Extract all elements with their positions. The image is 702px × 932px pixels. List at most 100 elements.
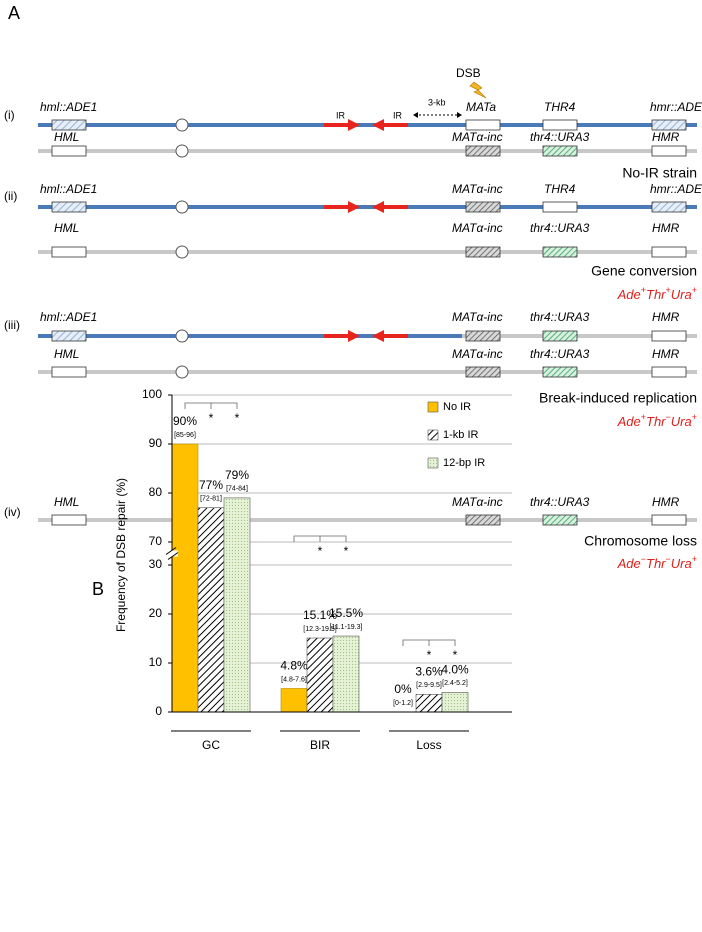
locus — [542, 201, 578, 213]
significance-mark: * — [318, 544, 323, 558]
locus — [651, 366, 687, 378]
y-tick-label: 30 — [149, 557, 163, 571]
locus — [465, 201, 501, 213]
gene-label: thr4::URA3 — [530, 130, 590, 144]
bar — [280, 688, 308, 713]
gene-label: HML — [54, 130, 79, 144]
x-tick-label: BIR — [310, 738, 330, 752]
value-label: 15.1% — [303, 608, 337, 622]
axis-break — [165, 547, 179, 560]
locus — [465, 366, 501, 378]
sign: − — [641, 554, 646, 564]
panel-a — [38, 81, 697, 527]
ir-label: IR — [336, 110, 346, 120]
locus — [651, 145, 687, 157]
locus — [651, 330, 687, 342]
ir-label: IR — [393, 110, 403, 120]
x-tick-label: Loss — [416, 738, 441, 752]
locus — [651, 201, 687, 213]
legend-swatch — [427, 401, 439, 413]
gene-label: HMR — [652, 310, 680, 324]
value-label: 3.6% — [415, 665, 443, 679]
bar — [171, 443, 199, 713]
gene-label: HML — [54, 347, 79, 361]
significance-bracket — [293, 535, 347, 542]
locus — [51, 119, 87, 131]
significance-mark: * — [453, 648, 458, 662]
gene-label: MATα-inc — [452, 310, 503, 324]
interval-label: [72-81] — [200, 496, 222, 503]
gene-label: MATα-inc — [452, 182, 503, 196]
interval-label: [2.9-9.5] — [416, 682, 442, 689]
distance-label: 3-kb — [428, 97, 446, 107]
outcome: Gene conversion — [591, 263, 697, 279]
interval-label: [0-1.2] — [393, 700, 413, 707]
significance-mark: * — [209, 411, 214, 425]
value-label: 15.5% — [329, 606, 363, 620]
gene-label: MATα-inc — [452, 221, 503, 235]
row-label: (iii) — [4, 318, 20, 332]
locus — [542, 514, 578, 526]
sign: + — [692, 412, 697, 422]
inverted-repeat — [372, 330, 408, 342]
gene: Thr — [646, 287, 666, 302]
gene-label: thr4::URA3 — [530, 495, 590, 509]
locus — [465, 246, 501, 258]
locus — [51, 145, 87, 157]
y-tick-label: 70 — [149, 534, 163, 548]
value-label: 77% — [199, 478, 223, 492]
gene: Ade — [617, 556, 641, 571]
interval-label: [4.8-7.6] — [281, 676, 307, 683]
outcome: No-IR strain — [622, 165, 697, 181]
legend-label: 1-kb IR — [443, 429, 479, 441]
locus — [542, 330, 578, 342]
gene: Ade — [617, 287, 641, 302]
locus — [651, 246, 687, 258]
sign: + — [641, 412, 646, 422]
gene-label: thr4::URA3 — [530, 221, 590, 235]
interval-label: [12.3-19.5] — [303, 626, 337, 633]
gene: Ura — [671, 556, 692, 571]
gene: Ade — [617, 414, 641, 429]
legend-label: No IR — [443, 401, 471, 413]
gene: Thr — [646, 414, 666, 429]
phenotype: Ade−Thr−Ura+ — [617, 554, 697, 571]
bar — [223, 497, 251, 713]
gene-label: HMR — [652, 495, 680, 509]
interval-label: [2.4-5.2] — [442, 680, 468, 687]
significance-mark: * — [344, 544, 349, 558]
gene-label: MATα-inc — [452, 130, 503, 144]
centromere — [175, 365, 189, 379]
locus — [542, 119, 578, 131]
interval-label: [11.1-19.3] — [330, 624, 363, 631]
locus — [651, 119, 687, 131]
legend-swatch — [427, 429, 439, 441]
gene-label: hml::ADE1 — [40, 100, 97, 114]
gene-label: hml::ADE1 — [40, 182, 97, 196]
gene-label: MATα-inc — [452, 495, 503, 509]
significance-mark: * — [427, 648, 432, 662]
x-tick-label: GC — [202, 738, 220, 752]
gene-label: THR4 — [544, 100, 576, 114]
y-tick-label: 100 — [142, 387, 162, 401]
gene: Ura — [671, 414, 692, 429]
gene-label: THR4 — [544, 182, 576, 196]
bar — [306, 637, 334, 713]
row-label: (i) — [4, 108, 15, 122]
inverted-repeat — [372, 119, 408, 131]
locus — [51, 330, 87, 342]
gene: Thr — [646, 556, 666, 571]
locus — [51, 201, 87, 213]
legend-swatch — [427, 457, 439, 469]
value-label: 0% — [394, 682, 412, 696]
outcome: Break-induced replication — [539, 390, 697, 406]
row-label: (iv) — [4, 505, 21, 519]
row-label: (ii) — [4, 189, 17, 203]
centromere — [175, 118, 189, 132]
gene-label: HMR — [652, 130, 680, 144]
sign: + — [692, 285, 697, 295]
sign: − — [666, 554, 671, 564]
gene: Ura — [671, 287, 692, 302]
inverted-repeat — [324, 119, 360, 131]
phenotype: Ade+Thr+Ura+ — [617, 285, 697, 302]
